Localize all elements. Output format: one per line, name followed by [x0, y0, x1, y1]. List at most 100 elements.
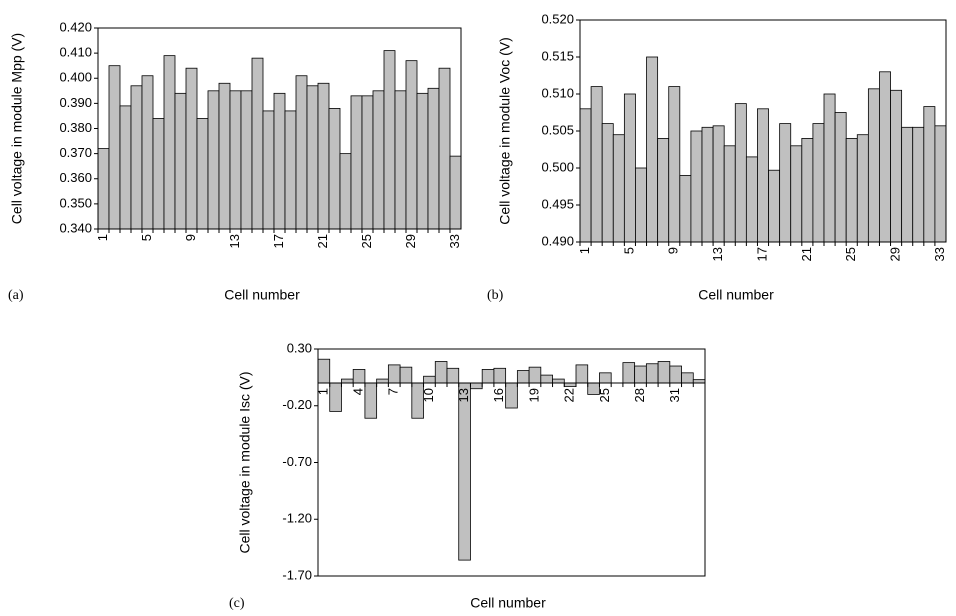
bar: [284, 110, 297, 230]
bar: [701, 126, 714, 243]
y-tick-label: 0.340: [59, 220, 92, 235]
bar: [668, 86, 681, 243]
bar: [399, 366, 413, 384]
bar: [834, 112, 847, 243]
bar: [516, 370, 530, 384]
bar: [341, 378, 354, 384]
bar: [590, 86, 603, 243]
bar: [768, 169, 781, 243]
bar: [790, 145, 803, 243]
x-tick-label: 4: [350, 388, 365, 395]
bar: [681, 372, 694, 384]
bar: [438, 67, 451, 230]
y-tick-label: 0.370: [59, 145, 92, 160]
bar: [185, 67, 198, 230]
y-tick-label: 0.410: [59, 45, 92, 60]
bar: [528, 366, 542, 384]
y-tick-label: 0.515: [541, 48, 574, 63]
bar: [890, 89, 903, 243]
bar: [634, 365, 647, 384]
y-tick-label: 0.495: [541, 196, 574, 211]
bar: [405, 60, 418, 230]
bar: [745, 156, 758, 243]
bar: [207, 90, 220, 230]
x-tick-label: 10: [421, 388, 436, 402]
bar: [361, 95, 374, 230]
bar: [823, 93, 836, 243]
bar: [306, 85, 319, 230]
x-tick-label: 19: [526, 388, 541, 402]
x-axis-label: Cell number: [470, 595, 546, 611]
x-tick-label: 21: [315, 234, 330, 248]
y-tick-label: 0.400: [59, 70, 92, 85]
bar: [622, 362, 636, 384]
bar: [646, 56, 659, 243]
bar: [723, 145, 736, 243]
bar: [152, 118, 165, 230]
x-tick-label: 13: [710, 247, 725, 261]
y-tick-label: -0.20: [282, 397, 312, 412]
x-tick-label: 7: [386, 388, 401, 395]
bar: [458, 382, 471, 561]
bar: [552, 378, 565, 384]
x-tick-label: 33: [447, 234, 462, 248]
bar: [328, 108, 341, 230]
bar: [635, 167, 647, 243]
bar: [579, 108, 592, 243]
panel-label: (c): [229, 596, 245, 611]
bar: [218, 82, 231, 230]
x-tick-label: 25: [843, 247, 858, 261]
bar: [446, 367, 460, 384]
y-tick-label: 0.390: [59, 95, 92, 110]
bar: [692, 379, 706, 384]
x-tick-label: 16: [491, 388, 506, 402]
y-tick-label: 0.360: [59, 170, 92, 185]
x-tick-label: 9: [183, 234, 198, 241]
bar: [229, 90, 242, 230]
x-tick-label: 29: [403, 234, 418, 248]
y-axis-label: Cell voltage in module Mpp (V): [9, 33, 25, 224]
bar: [470, 382, 483, 390]
y-tick-label: -1.70: [282, 567, 312, 582]
bar: [273, 92, 286, 230]
bar: [669, 365, 682, 384]
panel-label: (a): [8, 288, 24, 303]
bar: [645, 363, 659, 384]
bar: [97, 148, 110, 230]
y-tick-label: 0.520: [541, 11, 574, 26]
bar: [934, 125, 947, 243]
bar: [601, 123, 614, 243]
y-axis-label: Cell voltage in module Voc (V): [497, 37, 513, 225]
bar: [657, 361, 671, 384]
y-axis-label: Cell voltage in module Isc (V): [237, 371, 253, 553]
bar: [757, 108, 769, 243]
x-tick-label: 17: [754, 247, 769, 261]
bar: [262, 110, 275, 230]
bar: [240, 90, 253, 230]
y-tick-label: 0.30: [287, 340, 312, 355]
y-tick-label: 0.510: [541, 85, 574, 100]
x-tick-label: 28: [632, 388, 647, 402]
x-tick-label: 1: [315, 388, 330, 395]
bar: [481, 369, 495, 384]
bar: [174, 92, 187, 230]
bar: [856, 134, 869, 243]
bar: [901, 126, 914, 243]
bar: [196, 118, 209, 230]
x-tick-label: 25: [597, 388, 612, 402]
y-tick-label: 0.420: [59, 19, 92, 34]
bar: [352, 369, 366, 384]
bar: [108, 65, 121, 230]
bar: [141, 75, 154, 230]
bar: [612, 134, 625, 243]
bar: [712, 125, 725, 243]
bar: [623, 93, 636, 243]
x-axis-label: Cell number: [698, 287, 774, 303]
y-tick-label: 0.505: [541, 122, 574, 137]
bar: [845, 137, 858, 243]
x-tick-label: 5: [621, 247, 636, 254]
bar: [376, 378, 389, 384]
bar: [163, 55, 176, 230]
bar: [387, 364, 401, 384]
